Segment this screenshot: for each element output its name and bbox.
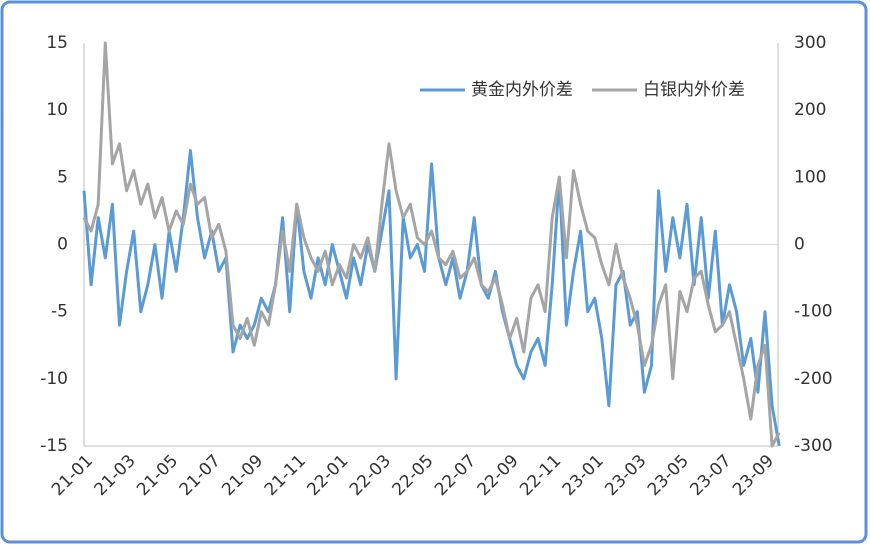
y-tick-label: -15 [40, 436, 68, 456]
y-tick-label: 5 [57, 167, 68, 187]
y-tick-label: 0 [57, 235, 68, 255]
y2-tick-label: 300 [794, 33, 826, 53]
y-tick-label: 15 [46, 33, 68, 53]
series-line [82, 41, 781, 448]
y2-tick-label: -100 [794, 302, 833, 322]
y2-tick-label: -300 [794, 436, 833, 456]
legend-label: 白银内外价差 [643, 80, 745, 100]
y2-tick-label: 100 [794, 167, 826, 187]
legend-label: 黄金内外价差 [471, 80, 573, 100]
y-tick-label: -5 [51, 302, 68, 322]
y2-tick-label: 0 [794, 235, 805, 255]
y-tick-label: -10 [40, 369, 68, 389]
y2-tick-label: -200 [794, 369, 833, 389]
y2-tick-label: 200 [794, 100, 826, 120]
y-tick-label: 10 [46, 100, 68, 120]
series-line [82, 149, 781, 447]
